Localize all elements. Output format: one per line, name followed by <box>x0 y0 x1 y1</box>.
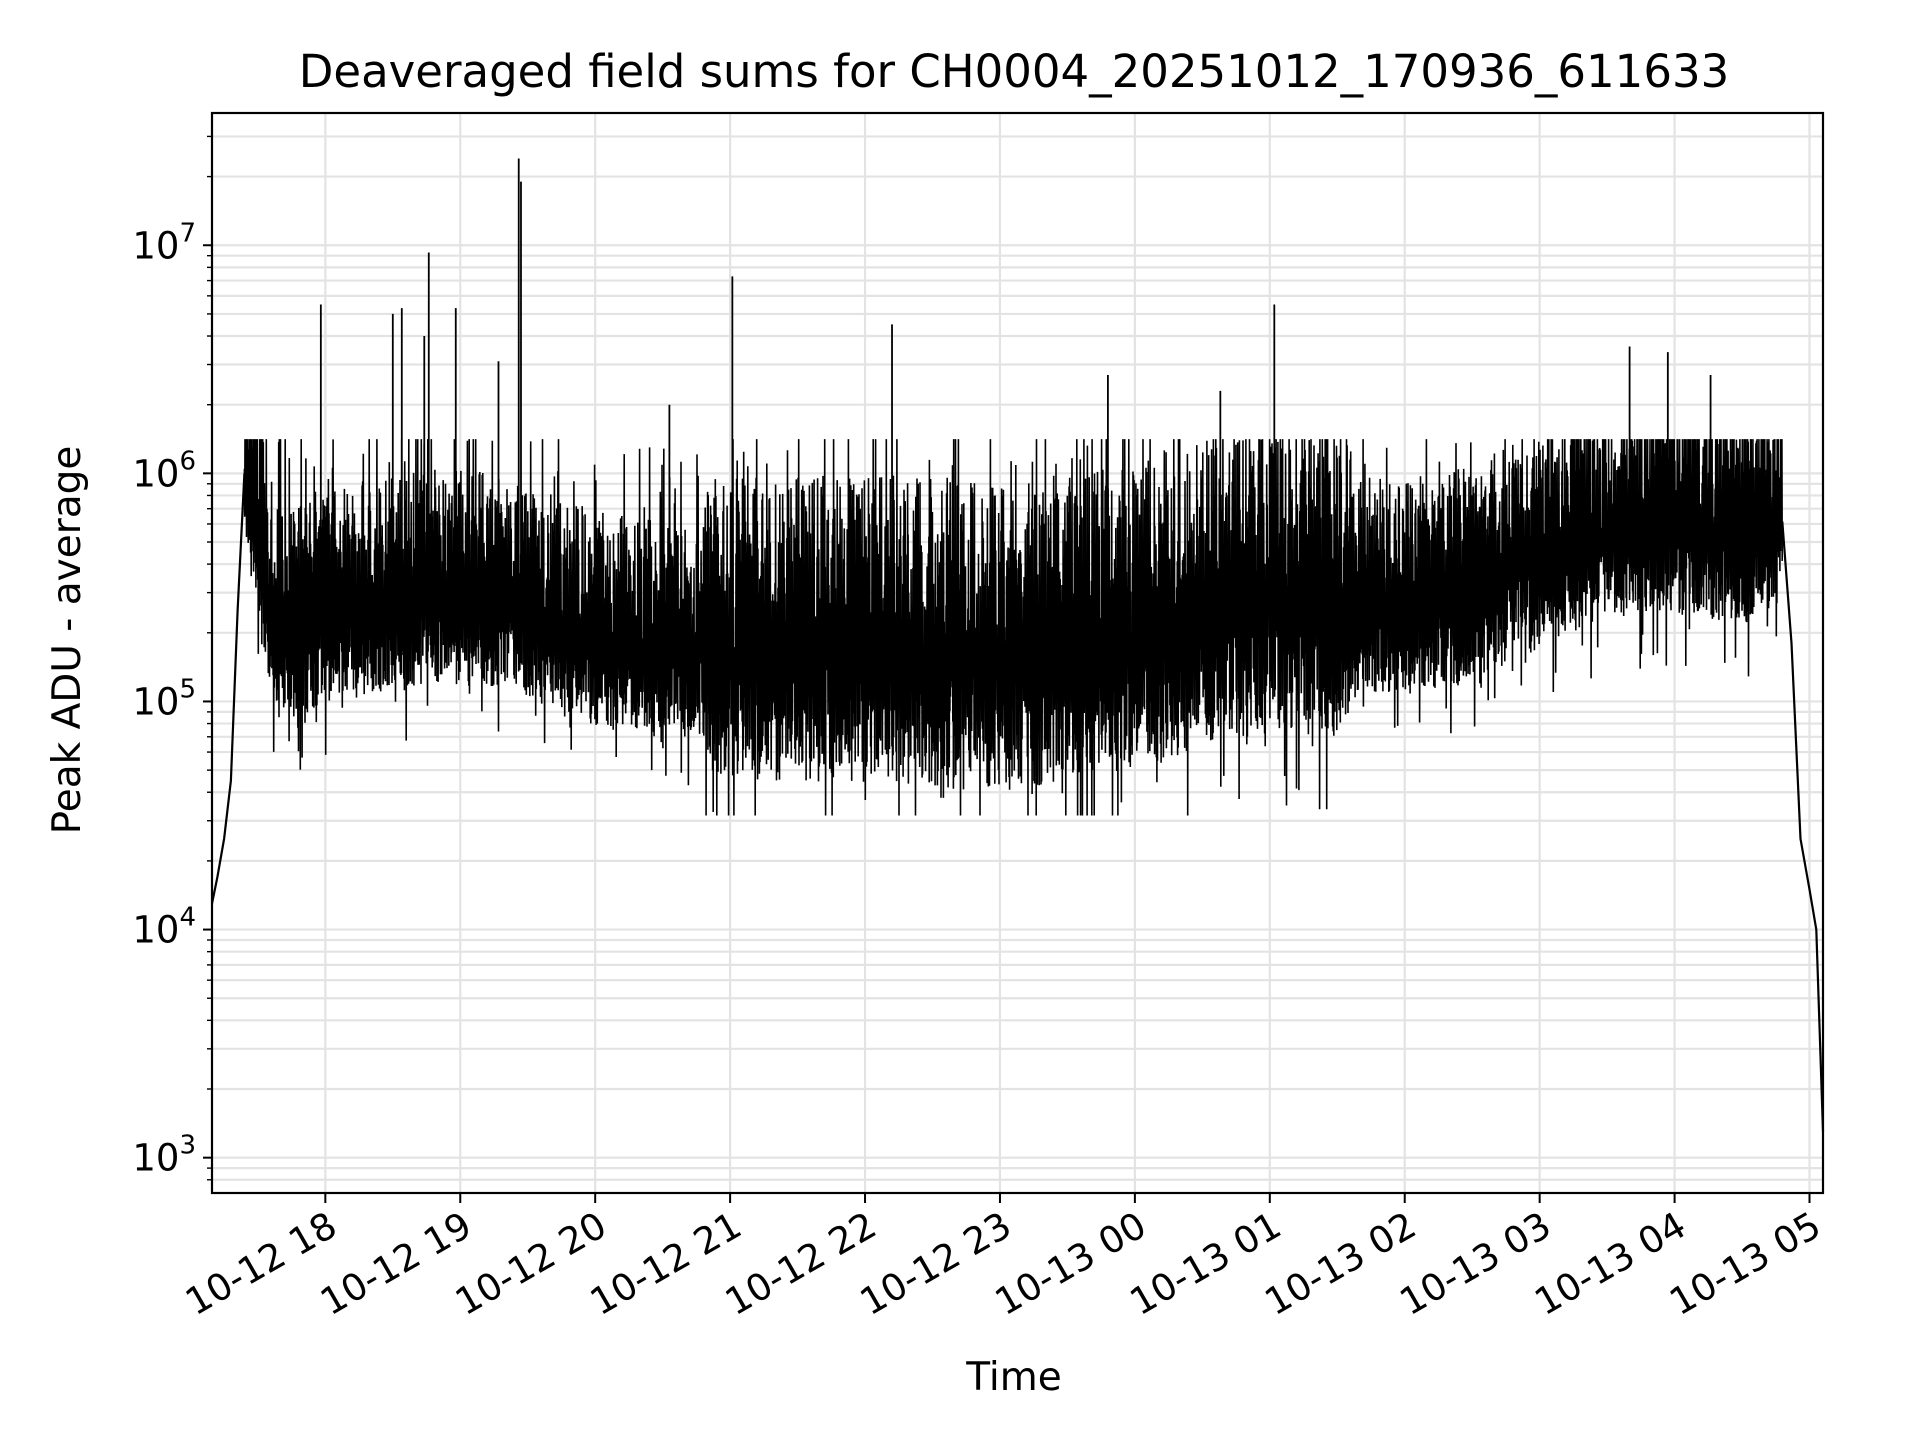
axes <box>210 111 1825 1195</box>
y-tick-label: 105 <box>132 674 196 723</box>
x-axis-label: Time <box>965 1355 1061 1400</box>
y-tick-label: 106 <box>132 446 196 495</box>
y-axis: 103 104 105 106 107 <box>132 135 212 1181</box>
chart-title: Deaveraged field sums for CH0004_2025101… <box>299 45 1729 98</box>
plot-frame <box>210 111 1825 1195</box>
y-tick-label: 103 <box>132 1131 196 1180</box>
spike-group <box>319 158 1712 662</box>
y-tick-label: 104 <box>132 903 196 952</box>
y-tick-label: 107 <box>132 218 196 267</box>
series-layer <box>210 158 1825 1132</box>
y-axis-label: Peak ADU - average <box>45 446 90 835</box>
series-noise <box>243 439 1783 816</box>
